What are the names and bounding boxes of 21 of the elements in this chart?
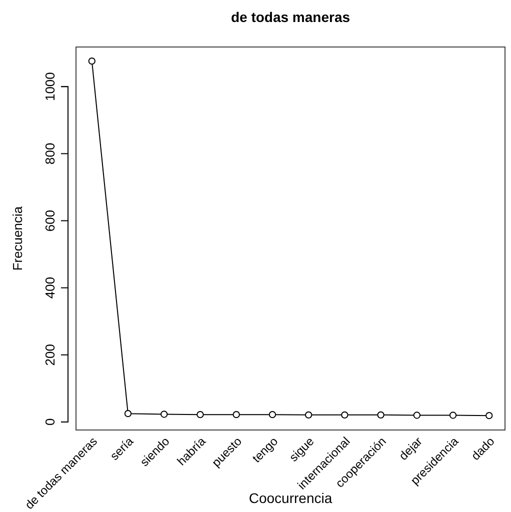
point (377, 411, 384, 418)
y-tick-label: 0 (42, 418, 58, 426)
point (449, 412, 457, 419)
point (486, 412, 493, 420)
y-tick-label: 400 (42, 276, 58, 299)
point (268, 410, 276, 418)
point (88, 58, 96, 65)
point (160, 410, 168, 418)
y-tick-label: 1000 (42, 72, 58, 102)
chart-title: de todas maneras (230, 9, 350, 25)
x-axis-title: Coocurrencia (248, 490, 332, 506)
y-tick-label: 200 (42, 344, 58, 366)
y-tick-label: 600 (42, 210, 58, 232)
y-tick-label: 800 (42, 142, 58, 164)
y-axis-title: Frecuencia (10, 206, 25, 271)
point (413, 412, 420, 419)
point (341, 411, 348, 418)
point (124, 410, 132, 418)
point (196, 410, 204, 418)
point (232, 410, 240, 418)
point (304, 411, 312, 418)
